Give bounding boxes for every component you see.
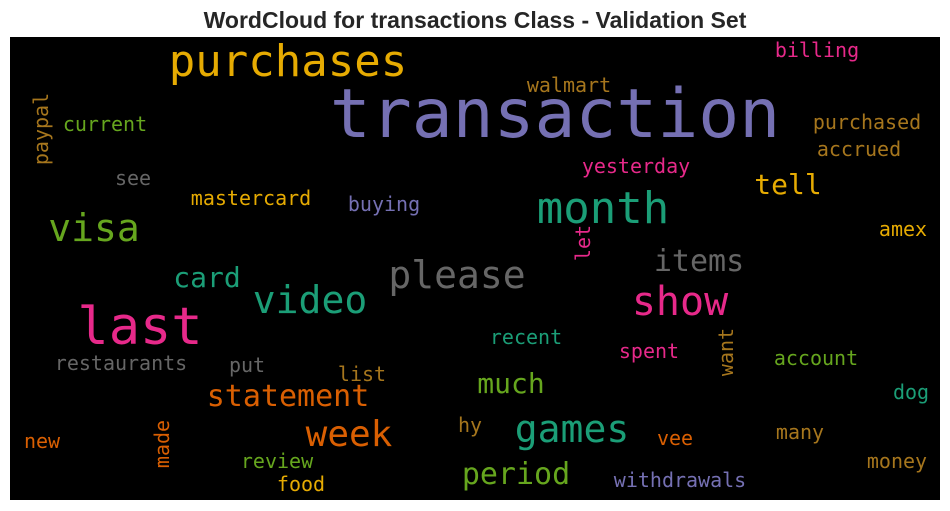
word-vee: vee xyxy=(656,426,694,450)
word-purchases: purchases xyxy=(168,37,408,87)
word-statement: statement xyxy=(206,379,370,414)
word-account: account xyxy=(773,346,859,370)
word-recent: recent xyxy=(489,325,563,349)
word-want: want xyxy=(714,327,738,377)
word-current: current xyxy=(62,112,148,136)
word-please: please xyxy=(388,253,526,297)
word-show: show xyxy=(631,279,729,325)
word-new: new xyxy=(23,429,61,453)
word-list: list xyxy=(337,362,387,386)
word-visa: visa xyxy=(48,206,140,250)
word-hy: hy xyxy=(457,413,483,437)
word-money: money xyxy=(866,449,928,473)
word-video: video xyxy=(252,278,368,322)
word-many: many xyxy=(775,420,825,444)
word-let: let xyxy=(571,224,595,262)
word-withdrawals: withdrawals xyxy=(613,468,747,492)
word-accrued: accrued xyxy=(816,137,902,161)
word-restaurants: restaurants xyxy=(54,351,188,375)
word-food: food xyxy=(276,472,326,496)
word-transaction: transaction xyxy=(329,75,781,154)
word-purchased: purchased xyxy=(812,110,922,134)
word-mastercard: mastercard xyxy=(190,186,312,210)
word-yesterday: yesterday xyxy=(581,154,691,178)
word-amex: amex xyxy=(878,217,928,241)
word-much: much xyxy=(477,367,545,400)
word-week: week xyxy=(305,414,393,455)
word-walmart: walmart xyxy=(526,73,612,97)
word-made: made xyxy=(150,419,174,469)
word-games: games xyxy=(514,407,630,451)
word-items: items xyxy=(653,244,745,279)
word-put: put xyxy=(228,353,266,377)
word-billing: billing xyxy=(774,38,860,62)
word-paypal: paypal xyxy=(29,92,53,166)
word-month: month xyxy=(536,183,670,234)
word-card: card xyxy=(173,261,241,294)
word-review: review xyxy=(240,449,314,473)
chart-title: WordCloud for transactions Class - Valid… xyxy=(203,7,747,33)
word-buying: buying xyxy=(347,192,421,216)
word-see: see xyxy=(114,166,152,190)
word-tell: tell xyxy=(754,168,822,201)
wordcloud-canvas: transaction purchases last show month visa vid… xyxy=(10,37,940,500)
word-last: last xyxy=(77,297,203,357)
word-period: period xyxy=(461,457,571,492)
word-dog: dog xyxy=(892,380,930,404)
word-spent: spent xyxy=(618,339,680,363)
